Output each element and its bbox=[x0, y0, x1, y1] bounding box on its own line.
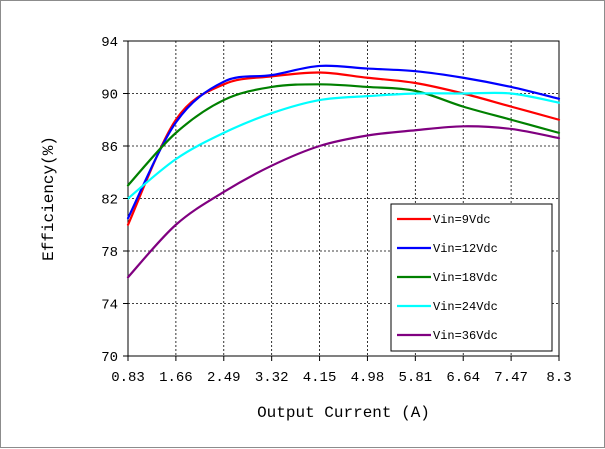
series-line-2 bbox=[126, 83, 561, 187]
legend-label: Vin=12Vdc bbox=[433, 242, 498, 256]
x-tick-label: 6.64 bbox=[446, 370, 480, 386]
series-line-3 bbox=[126, 91, 561, 200]
legend: Vin=9Vdc Vin=12Vdc Vin=18Vdc Vin=24Vdc Vin=3… bbox=[390, 203, 553, 352]
legend-label: Vin=36Vdc bbox=[433, 329, 498, 343]
series-line-1 bbox=[126, 64, 561, 220]
y-tick-label: 94 bbox=[101, 35, 118, 51]
y-tick-label: 90 bbox=[101, 88, 118, 104]
series-lines bbox=[126, 64, 561, 279]
y-axis-title: Efficiency(%) bbox=[40, 136, 58, 261]
legend-label: Vin=9Vdc bbox=[433, 213, 491, 227]
x-tick-label: 8.3 bbox=[546, 370, 571, 386]
legend-label: Vin=24Vdc bbox=[433, 300, 498, 314]
y-tick-label: 74 bbox=[101, 298, 118, 314]
y-tick-labels: 70 74 78 82 86 90 94 bbox=[101, 35, 128, 366]
x-tick-label: 0.83 bbox=[111, 370, 145, 386]
y-tick-label: 70 bbox=[101, 350, 118, 366]
x-tick-label: 1.66 bbox=[159, 370, 193, 386]
x-tick-label: 7.47 bbox=[494, 370, 528, 386]
series-line-4 bbox=[126, 125, 561, 279]
x-tick-label: 4.15 bbox=[303, 370, 337, 386]
x-tick-label: 2.49 bbox=[207, 370, 241, 386]
x-axis-title: Output Current (A) bbox=[257, 404, 430, 422]
legend-label: Vin=18Vdc bbox=[433, 271, 498, 285]
x-tick-label: 4.98 bbox=[351, 370, 385, 386]
x-tick-labels: 0.83 1.66 2.49 3.32 4.15 4.98 5.81 6.64 7.47 8.3 bbox=[111, 356, 572, 386]
y-tick-label: 86 bbox=[101, 140, 118, 156]
x-tick-label: 5.81 bbox=[399, 370, 433, 386]
y-tick-label: 78 bbox=[101, 245, 118, 261]
y-tick-label: 82 bbox=[101, 193, 118, 209]
series-line-0 bbox=[126, 71, 561, 226]
x-tick-label: 3.32 bbox=[255, 370, 289, 386]
